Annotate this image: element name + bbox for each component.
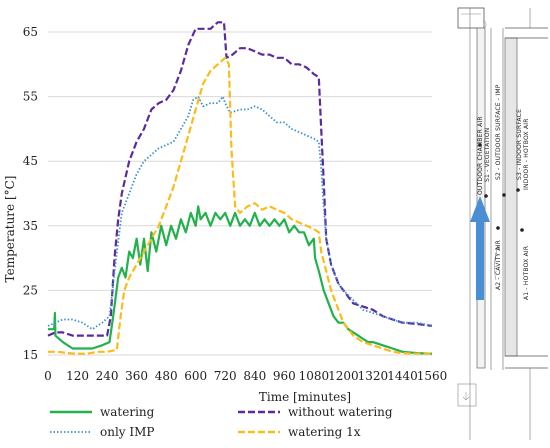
series-line-without-watering xyxy=(47,21,433,337)
label-a1-hotbox-air: A1 - HOTBOX AIR xyxy=(523,246,530,300)
top-basin xyxy=(457,7,485,29)
bottom-flow-arrow xyxy=(462,392,470,401)
wall-insulation xyxy=(504,37,518,357)
x-tick-label: 960 xyxy=(273,369,296,383)
x-tick-label: 360 xyxy=(125,369,148,383)
series-line-only-IMP xyxy=(47,95,433,331)
label-s3-indoor-surface: S3 - INDOOR SURFACE xyxy=(516,109,523,180)
y-tick-label: 35 xyxy=(23,219,38,233)
series-line-watering-1x xyxy=(48,56,432,355)
legend-label: without watering xyxy=(288,405,393,419)
wall-section-diagram: OUTDOOR CHAMBER AIR S1 - VEGETATION A2 -… xyxy=(457,7,548,440)
cavity-flow-arrow xyxy=(494,245,501,281)
x-tick-label: 1560 xyxy=(417,369,448,383)
series-lines xyxy=(47,21,433,355)
y-axis-title: Temperature [°C] xyxy=(3,176,17,283)
label-s2-outdoor-surface: S2 - OUTDOOR SURFACE - IMP xyxy=(495,84,502,180)
label-outdoor-chamber-air: OUTDOOR CHAMBER AIR xyxy=(477,116,484,195)
airflow-arrow xyxy=(470,196,490,300)
sensor-s3 xyxy=(516,188,520,192)
label-s1-vegetation: S1 - VEGETATION xyxy=(484,128,491,182)
sensor-a2 xyxy=(496,226,500,230)
y-tick-label: 15 xyxy=(23,348,38,362)
x-tick-labels: 0 120 240 360 480 600 720 840 960 108012001320144… xyxy=(44,369,447,383)
line-chart: 15 25 35 45 55 65 0 120 240 360 480 600 720 840 960 10… xyxy=(3,21,447,439)
x-tick-label: 0 xyxy=(44,369,52,383)
sensor-outdoor xyxy=(478,143,482,147)
x-tick-label: 480 xyxy=(155,369,178,383)
sensor-a1 xyxy=(520,228,524,232)
y-tick-labels: 15 25 35 45 55 65 xyxy=(23,25,38,362)
legend-label: watering 1x xyxy=(288,425,361,439)
vegetation-layer xyxy=(476,27,486,369)
x-tick-label: 1080 xyxy=(299,369,330,383)
bottom-tray xyxy=(457,383,477,407)
y-tick-label: 55 xyxy=(23,90,38,104)
gridlines xyxy=(48,31,432,356)
legend-label: only IMP xyxy=(100,425,155,439)
x-tick-label: 1320 xyxy=(358,369,389,383)
legend-label: watering xyxy=(100,405,155,419)
y-tick-label: 45 xyxy=(23,154,38,168)
x-tick-label: 240 xyxy=(96,369,119,383)
x-tick-label: 840 xyxy=(243,369,266,383)
label-indoor-hotbox-air: INDOOR - HOTBOX AIR xyxy=(523,118,530,190)
y-tick-label: 25 xyxy=(23,283,38,297)
legend: watering without watering only IMP watering… xyxy=(50,405,393,439)
x-tick-label: 1200 xyxy=(328,369,359,383)
x-tick-label: 1440 xyxy=(387,369,418,383)
sensor-s2 xyxy=(502,193,506,197)
series-line-watering xyxy=(48,205,433,355)
x-tick-label: 600 xyxy=(184,369,207,383)
x-tick-label: 120 xyxy=(66,369,89,383)
x-tick-label: 720 xyxy=(214,369,237,383)
sensor-s1 xyxy=(484,194,488,198)
y-tick-label: 65 xyxy=(23,25,38,39)
label-a2-cavity-air: A2 - CAVITY AIR xyxy=(495,240,502,290)
x-axis-title: Time [minutes] xyxy=(259,390,351,404)
